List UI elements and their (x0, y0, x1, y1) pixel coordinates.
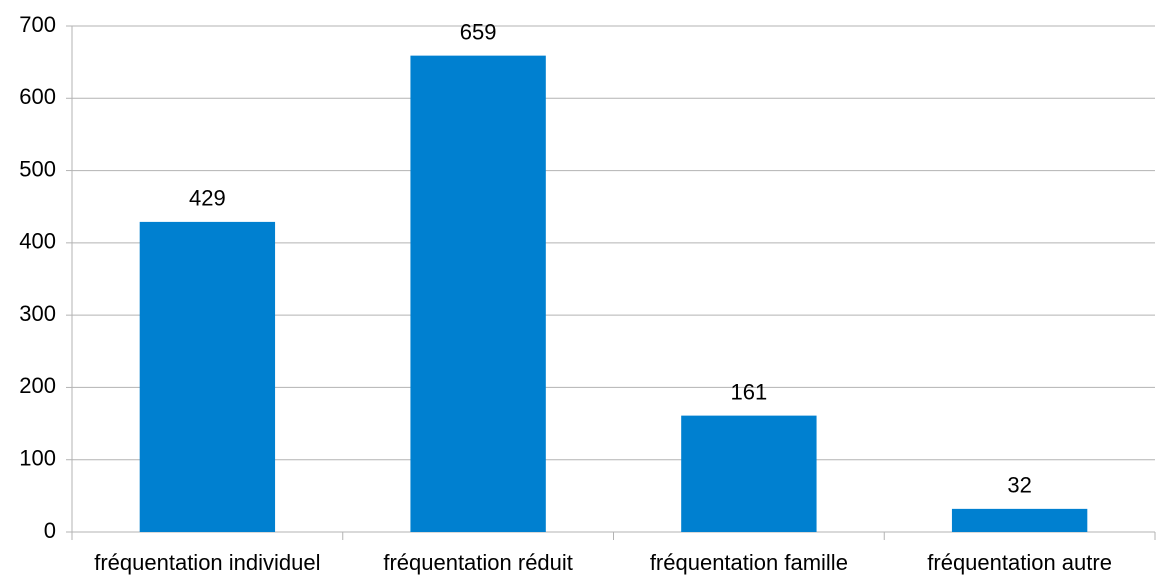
bar (139, 221, 276, 532)
y-tick-label: 300 (19, 301, 56, 326)
bar (951, 508, 1088, 532)
y-tick-label: 200 (19, 373, 56, 398)
data-label: 659 (460, 19, 497, 44)
y-tick-label: 700 (19, 12, 56, 37)
y-tick-label: 500 (19, 156, 56, 181)
data-label: 429 (189, 186, 226, 211)
bar (681, 415, 817, 532)
x-tick-label: fréquentation famille (650, 550, 848, 575)
x-tick-label: fréquentation individuel (94, 550, 320, 575)
x-tick-label: fréquentation réduit (383, 550, 573, 575)
bar (410, 55, 546, 532)
y-tick-label: 600 (19, 84, 56, 109)
x-tick-label: fréquentation autre (927, 550, 1112, 575)
y-tick-label: 0 (44, 518, 56, 543)
data-label: 161 (731, 379, 768, 404)
y-tick-label: 100 (19, 446, 56, 471)
data-label: 32 (1007, 473, 1031, 498)
y-tick-label: 400 (19, 229, 56, 254)
